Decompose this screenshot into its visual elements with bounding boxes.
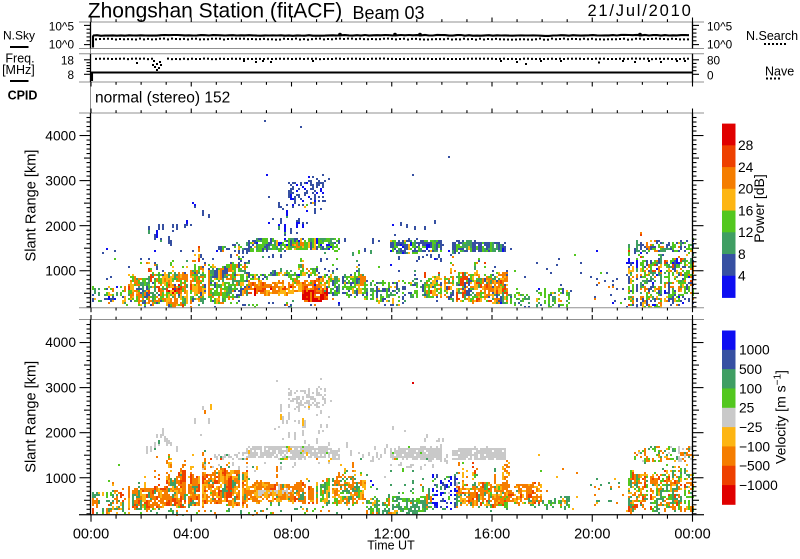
svg-text:16: 16 [738,204,754,219]
svg-text:Freq.: Freq. [5,51,34,65]
svg-text:10^0: 10^0 [707,37,733,51]
svg-text:8: 8 [738,247,746,262]
svg-text:Beam 03: Beam 03 [352,3,424,23]
svg-text:4: 4 [738,269,746,284]
svg-text:20: 20 [738,182,754,197]
svg-text:00:00: 00:00 [674,526,710,542]
svg-text:08:00: 08:00 [273,526,309,542]
svg-text:10^5: 10^5 [707,20,733,34]
svg-text:4000: 4000 [45,335,76,350]
svg-text:−500: −500 [739,459,770,474]
svg-text:25: 25 [739,401,755,416]
svg-text:12: 12 [738,225,753,240]
svg-text:Power [dB]: Power [dB] [751,174,767,242]
svg-text:1000: 1000 [739,343,770,358]
svg-text:16:00: 16:00 [474,526,510,542]
svg-text:500: 500 [739,362,762,377]
svg-text:4000: 4000 [45,129,76,144]
svg-text:8: 8 [67,68,74,82]
svg-text:Zhongshan Station (fitACF): Zhongshan Station (fitACF) [88,0,342,23]
svg-text:1000: 1000 [45,471,76,486]
svg-text:N.Search: N.Search [746,29,798,43]
svg-text:10^0: 10^0 [49,37,75,51]
svg-text:21/Jul/2010: 21/Jul/2010 [587,2,692,20]
svg-text:Velocity [m s−1]: Velocity [m s−1] [772,370,789,464]
svg-text:80: 80 [707,53,721,67]
svg-text:Slant Range [km]: Slant Range [km] [24,361,40,473]
svg-text:−100: −100 [739,439,770,454]
svg-text:N.Sky: N.Sky [3,29,35,43]
svg-text:CPID: CPID [8,89,38,103]
svg-text:20:00: 20:00 [574,526,610,542]
svg-text:3000: 3000 [45,380,76,395]
svg-text:normal (stereo) 152: normal (stereo) 152 [95,90,230,107]
svg-text:2000: 2000 [45,426,76,441]
svg-text:18: 18 [61,53,75,67]
svg-text:00:00: 00:00 [73,526,109,542]
svg-text:−25: −25 [739,420,763,435]
svg-text:24: 24 [738,160,754,175]
svg-text:0: 0 [707,69,714,83]
svg-text:2000: 2000 [45,219,76,234]
svg-text:28: 28 [738,138,754,153]
svg-text:[MHz]: [MHz] [2,63,35,77]
svg-text:100: 100 [739,381,762,396]
svg-text:10^5: 10^5 [49,20,75,34]
svg-text:3000: 3000 [45,174,76,189]
svg-text:Slant Range [km]: Slant Range [km] [24,150,40,262]
svg-text:04:00: 04:00 [173,526,209,542]
svg-text:−1000: −1000 [739,478,778,493]
svg-text:12:00: 12:00 [374,526,410,542]
svg-text:Nave: Nave [765,64,794,78]
svg-text:1000: 1000 [45,264,76,279]
svg-text:Time UT: Time UT [367,539,415,553]
